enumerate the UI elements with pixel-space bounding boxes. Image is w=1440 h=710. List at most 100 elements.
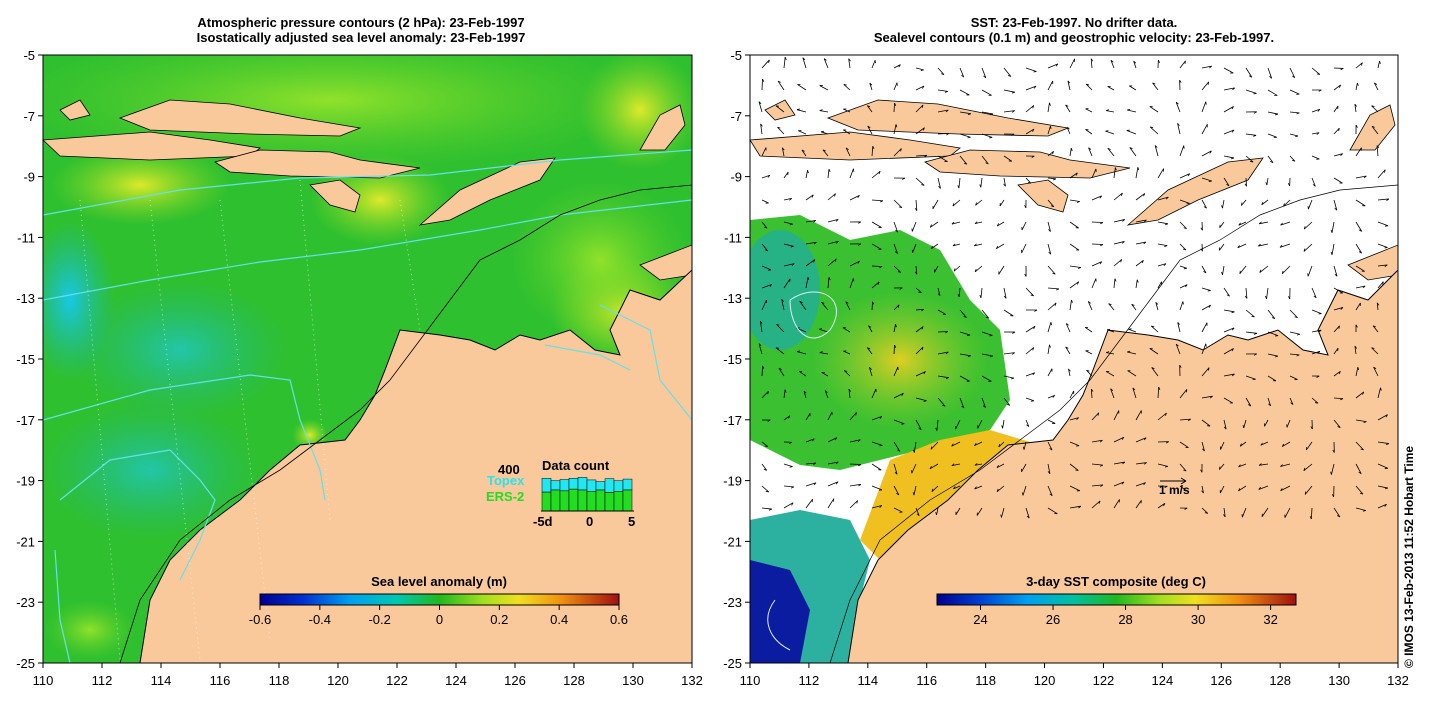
velocity-arrow [1135,279,1138,289]
zero-contour [119,184,692,663]
velocity-arrow [1333,325,1340,333]
velocity-arrow [1135,259,1144,267]
velocity-arrow [1047,441,1053,451]
velocity-arrowhead [1131,303,1135,306]
velocity-arrowhead [1107,147,1111,150]
velocity-arrowhead [789,223,793,226]
velocity-arrowhead [1384,487,1389,490]
x-tick-label: 122 [386,673,408,688]
velocity-arrowhead [1122,219,1125,222]
velocity-arrowhead [929,224,932,228]
velocity-arrowhead [1280,222,1283,226]
velocity-arrow [1152,82,1159,91]
velocity-arrow [893,392,904,399]
negative-anomaly-blob [43,400,260,540]
velocity-arrow [1355,441,1364,451]
velocity-arrowhead [1238,222,1241,226]
velocity-arrowhead [1143,482,1146,486]
velocity-arrowhead [1274,113,1279,116]
velocity-arrow [1069,199,1080,202]
velocity-arrowhead [951,221,955,225]
velocity-arrow [1069,299,1072,311]
velocity-arrow [999,199,1005,207]
velocity-arrow [845,301,851,311]
velocity-arrow [827,461,839,465]
velocity-arrowhead [767,419,771,422]
velocity-arrow [893,304,900,311]
velocity-arrowhead [1230,157,1235,160]
sla-colorbar-tick-label: 0.6 [610,612,628,627]
velocity-arrow [915,265,918,275]
velocity-arrow [915,346,924,355]
velocity-arrowhead [974,268,977,272]
velocity-arrow [1157,263,1167,267]
velocity-arrowhead [894,344,897,348]
velocity-arrowhead [1106,109,1110,112]
y-tick-label: -7 [23,109,35,124]
velocity-arrowhead [1202,448,1205,452]
inset-topex-bar [613,480,624,492]
velocity-arrow [1087,301,1093,311]
velocity-arrowhead [818,328,823,330]
velocity-arrow [1280,463,1291,467]
sla-colorbar-tick-label: 0 [436,612,443,627]
velocity-arrowhead [791,502,794,506]
velocity-arrowhead [764,226,768,229]
velocity-arrow [980,287,983,298]
x-tick-label: 130 [622,673,644,688]
velocity-arrowhead [1022,446,1025,450]
velocity-arrowhead [895,324,897,328]
velocity-arrowhead [858,483,862,487]
left-title-line2: Isostatically adjusted sea level anomaly… [196,30,526,45]
velocity-arrow [1371,105,1379,113]
velocity-arrow [849,483,861,487]
velocity-arrow [1331,463,1335,475]
velocity-arrowhead [1221,271,1223,275]
velocity-arrowhead [1203,206,1207,209]
velocity-arrow [871,146,874,157]
sst-cold-patch [750,560,810,663]
velocity-arrow [937,331,948,333]
velocity-arrow [1157,221,1169,225]
velocity-arrow [1201,441,1205,452]
velocity-arrow [1289,111,1300,114]
velocity-arrow [1085,129,1093,135]
velocity-arrowhead [1132,387,1136,391]
velocity-arrow [1261,199,1269,206]
velocity-arrow [911,463,917,474]
velocity-arrow [996,485,1005,493]
velocity-arrowhead [834,258,837,262]
velocity-arrow [1003,287,1007,299]
x-tick-label: 124 [1152,673,1174,688]
velocity-arrow [827,193,836,201]
velocity-arrowhead [989,137,993,139]
velocity-arrowhead [1010,377,1015,380]
velocity-arrow [1025,372,1035,377]
velocity-arrow [1108,303,1115,311]
y-tick-label: -11 [17,230,35,245]
velocity-arrow [915,507,920,516]
velocity-arrowhead [796,108,800,111]
velocity-arrow [1219,221,1225,229]
velocity-arrow [1279,243,1291,248]
velocity-arrow [761,299,767,311]
velocity-arrowhead [1207,81,1210,85]
velocity-arrowhead [963,162,968,165]
inset-ers2-bar [541,491,552,512]
velocity-arrowhead [921,104,924,109]
velocity-arrowhead [1003,183,1006,187]
velocity-arrow [1333,177,1343,184]
velocity-arrow [915,326,924,333]
velocity-arrowhead [769,284,773,287]
velocity-arrow [1355,265,1365,272]
velocity-arrow [1355,367,1359,377]
velocity-arrowhead [951,463,955,466]
velocity-arrowhead [1239,443,1242,447]
velocity-arrowhead [1091,388,1094,392]
velocity-arrowhead [945,351,949,355]
velocity-arrowhead [878,171,881,175]
velocity-arrow [936,419,939,431]
velocity-arrow [867,125,873,135]
x-tick-label: 132 [681,673,703,688]
velocity-arrowhead [898,206,903,209]
